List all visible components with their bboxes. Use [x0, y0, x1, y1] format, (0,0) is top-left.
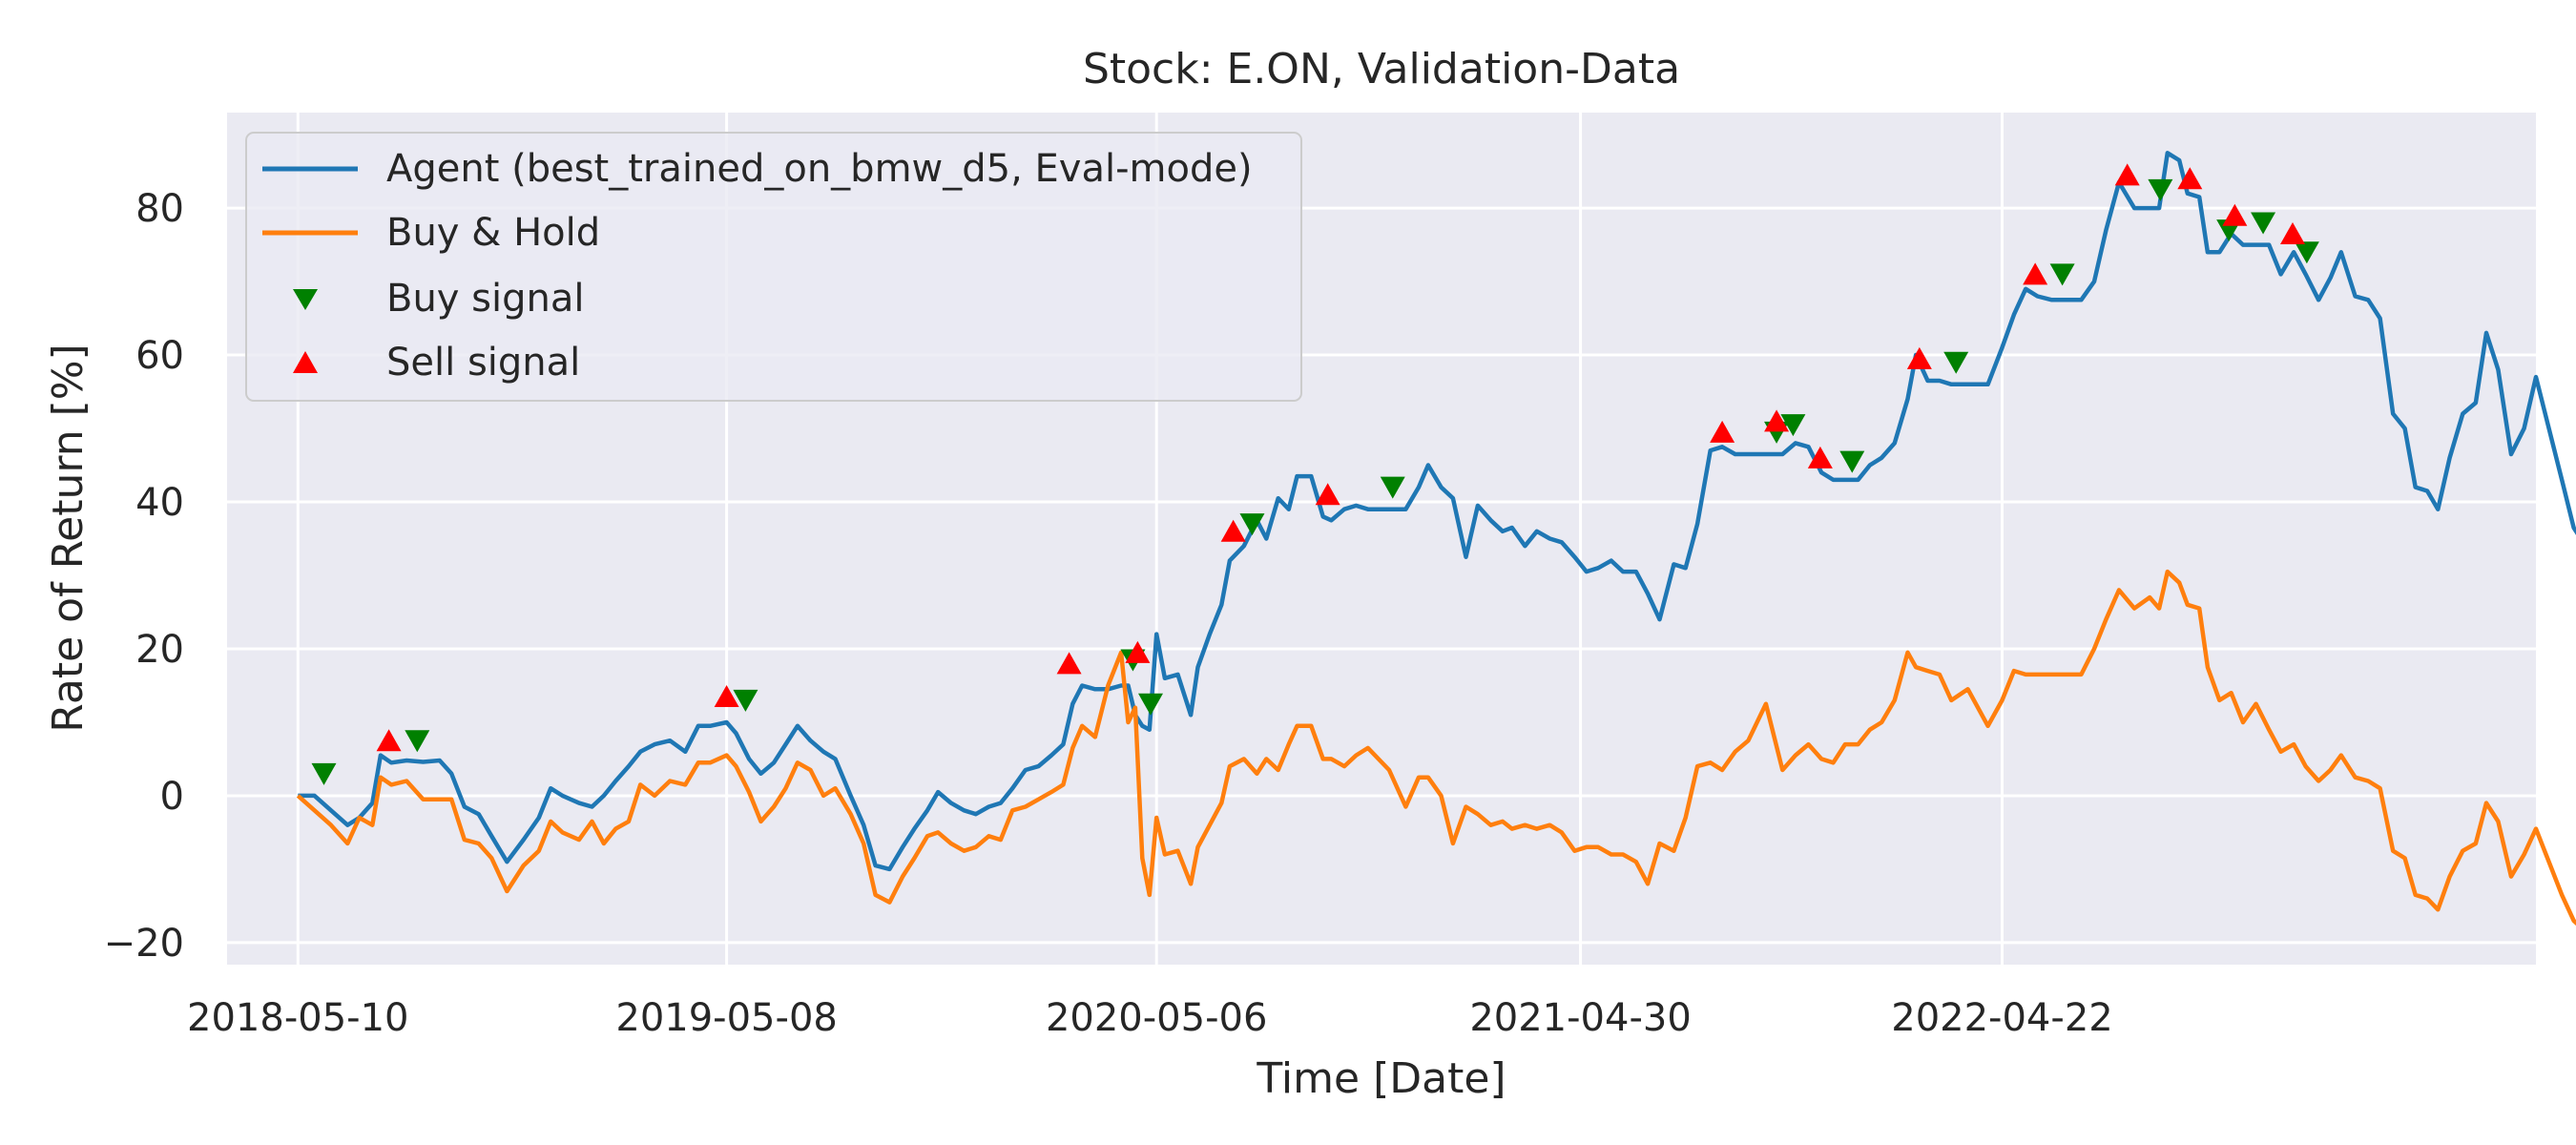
sell-signal-marker [1315, 483, 1340, 506]
buy-signal-marker [1380, 476, 1405, 499]
sell-signal-marker [1125, 640, 1151, 663]
chart-title: Stock: E.ON, Validation-Data [1083, 45, 1680, 94]
x-tick-label: 2018-05-10 [187, 996, 408, 1040]
sell-signal-marker [1220, 519, 1246, 542]
x-tick-label: 2022-04-22 [1891, 996, 2112, 1040]
legend-buyhold-label: Buy & Hold [386, 211, 600, 255]
sell-signal-marker [714, 685, 739, 708]
sell-signal-marker [2114, 163, 2140, 186]
x-tick-label: 2021-04-30 [1469, 996, 1691, 1040]
x-tick-label: 2020-05-06 [1046, 996, 1267, 1040]
y-tick-label: 80 [135, 187, 184, 231]
signal-markers [311, 163, 2319, 785]
legend: Agent (best_trained_on_bmw_d5, Eval-mode… [245, 132, 1302, 402]
buy-signal-marker [1839, 450, 1865, 473]
y-tick-label: 0 [160, 775, 184, 819]
sell-signal-marker [376, 729, 402, 752]
legend-buy-label: Buy signal [386, 277, 585, 321]
buy-hold-series-line [296, 569, 2576, 926]
y-tick-label: 40 [135, 481, 184, 525]
legend-buy-marker-icon [293, 289, 318, 310]
sell-signal-marker [1764, 409, 1790, 432]
x-tick-label: 2019-05-08 [615, 996, 837, 1040]
legend-sell-label: Sell signal [386, 341, 580, 385]
sell-signal-marker [1710, 420, 1735, 443]
sell-signal-marker [2023, 262, 2048, 285]
sell-signal-marker [2280, 222, 2306, 245]
buy-signal-marker [1943, 351, 1969, 374]
y-tick-label: −20 [104, 922, 184, 966]
legend-box [245, 132, 1302, 402]
buy-signal-marker [311, 762, 337, 785]
series-lines [296, 151, 2576, 926]
sell-signal-marker [2222, 203, 2248, 226]
sell-signal-marker [1056, 652, 1082, 675]
y-tick-label: 60 [135, 334, 184, 378]
buy-signal-marker [2049, 263, 2075, 286]
buy-signal-marker [1780, 414, 1806, 437]
legend-agent-label: Agent (best_trained_on_bmw_d5, Eval-mode… [386, 147, 1253, 191]
x-axis-label: Time [Date] [1256, 1054, 1506, 1103]
agent-series-line [298, 151, 2576, 872]
buy-signal-marker [733, 689, 758, 712]
buy-signal-marker [405, 730, 430, 753]
buy-signal-marker [2251, 212, 2276, 235]
legend-sell-marker-icon [293, 351, 318, 373]
sell-signal-marker [1906, 346, 1932, 369]
buy-signal-marker [1239, 513, 1265, 536]
buy-signal-marker [1138, 693, 1163, 716]
sell-signal-marker [2177, 167, 2203, 190]
y-tick-label: 20 [135, 628, 184, 672]
buy-signal-marker [2148, 178, 2173, 201]
sell-signal-marker [1807, 446, 1833, 468]
tick-labels: −20 0 20 40 60 80 2018-05-10 2019-05-08 2020-05-… [104, 187, 2113, 1040]
buy-signal-marker [2294, 241, 2319, 264]
y-axis-label: Rate of Return [%] [44, 344, 93, 732]
